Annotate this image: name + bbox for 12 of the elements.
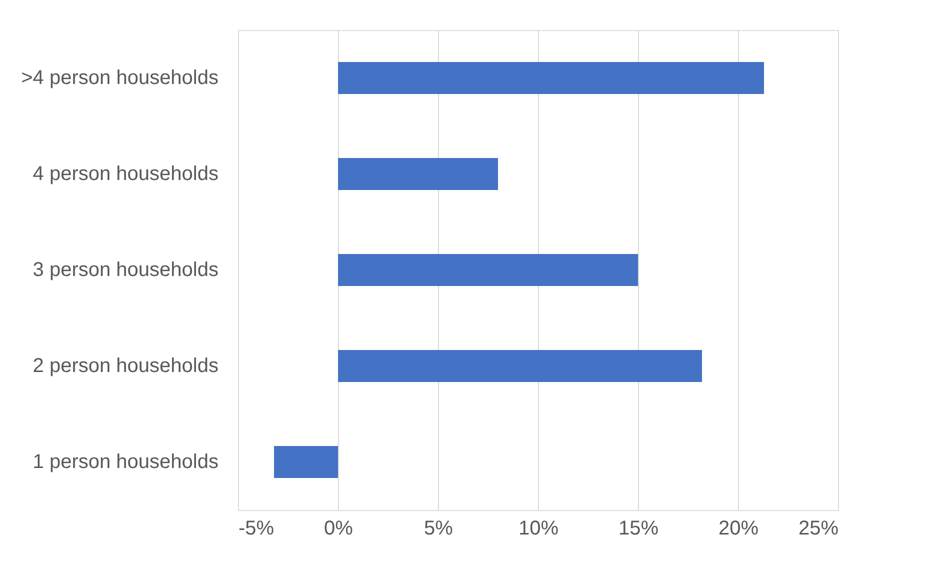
x-tick-label: 15% <box>618 518 659 540</box>
y-tick-label: >4 person households <box>21 67 218 89</box>
y-tick-label: 1 person households <box>32 451 218 473</box>
y-tick-label: 4 person households <box>32 163 218 185</box>
y-tick-label: 3 person households <box>32 259 218 281</box>
x-tick-label: -5% <box>238 518 274 540</box>
x-tick-label: 25% <box>798 518 839 540</box>
y-tick-label: 2 person households <box>32 355 218 377</box>
x-tick-label: 10% <box>518 518 559 540</box>
x-tick-label: 20% <box>718 518 759 540</box>
x-tick-label: 5% <box>424 518 454 540</box>
x-tick-label: 0% <box>324 518 354 540</box>
